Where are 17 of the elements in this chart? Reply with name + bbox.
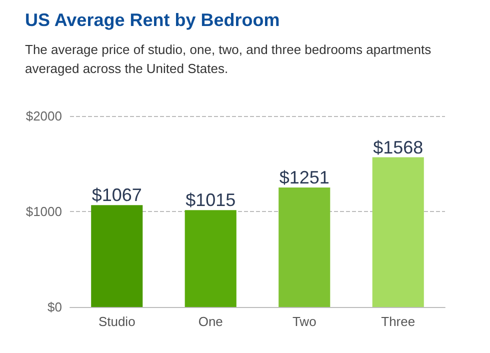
y-tick-label: $2000 — [26, 108, 62, 124]
data-label: $1568 — [373, 137, 424, 158]
data-label: $1251 — [279, 168, 330, 188]
bar — [278, 188, 330, 307]
data-label: $1067 — [92, 185, 142, 206]
bar — [91, 205, 143, 307]
x-tick-label: One — [198, 314, 223, 329]
y-tick-label: $1000 — [26, 204, 62, 219]
bar — [372, 157, 424, 307]
bar — [184, 210, 236, 307]
x-tick-label: Studio — [98, 314, 136, 329]
x-tick-label: Three — [381, 314, 416, 329]
chart-subtitle: The average price of studio, one, two, and three bedrooms apartments averaged across the United States. — [25, 41, 432, 78]
chart-title: US Average Rent by Bedroom — [25, 10, 280, 31]
data-label: $1015 — [186, 190, 236, 210]
x-tick-label: Two — [292, 314, 316, 329]
y-tick-label: $0 — [48, 300, 62, 314]
